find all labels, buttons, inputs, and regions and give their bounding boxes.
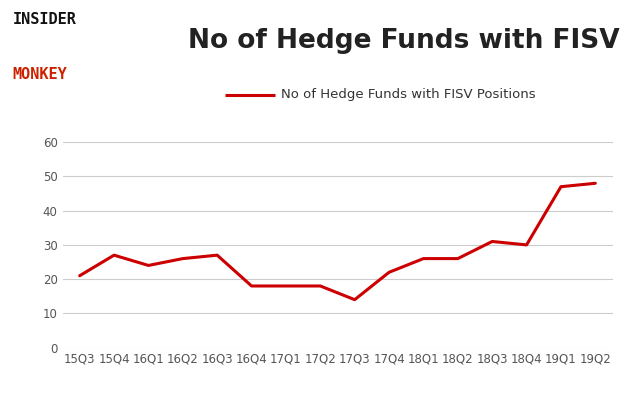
Text: No of Hedge Funds with FISV Positions: No of Hedge Funds with FISV Positions [281, 88, 536, 101]
Text: MONKEY: MONKEY [12, 67, 68, 82]
Text: INSIDER: INSIDER [12, 12, 76, 27]
Text: No of Hedge Funds with FISV Positions: No of Hedge Funds with FISV Positions [188, 28, 625, 54]
